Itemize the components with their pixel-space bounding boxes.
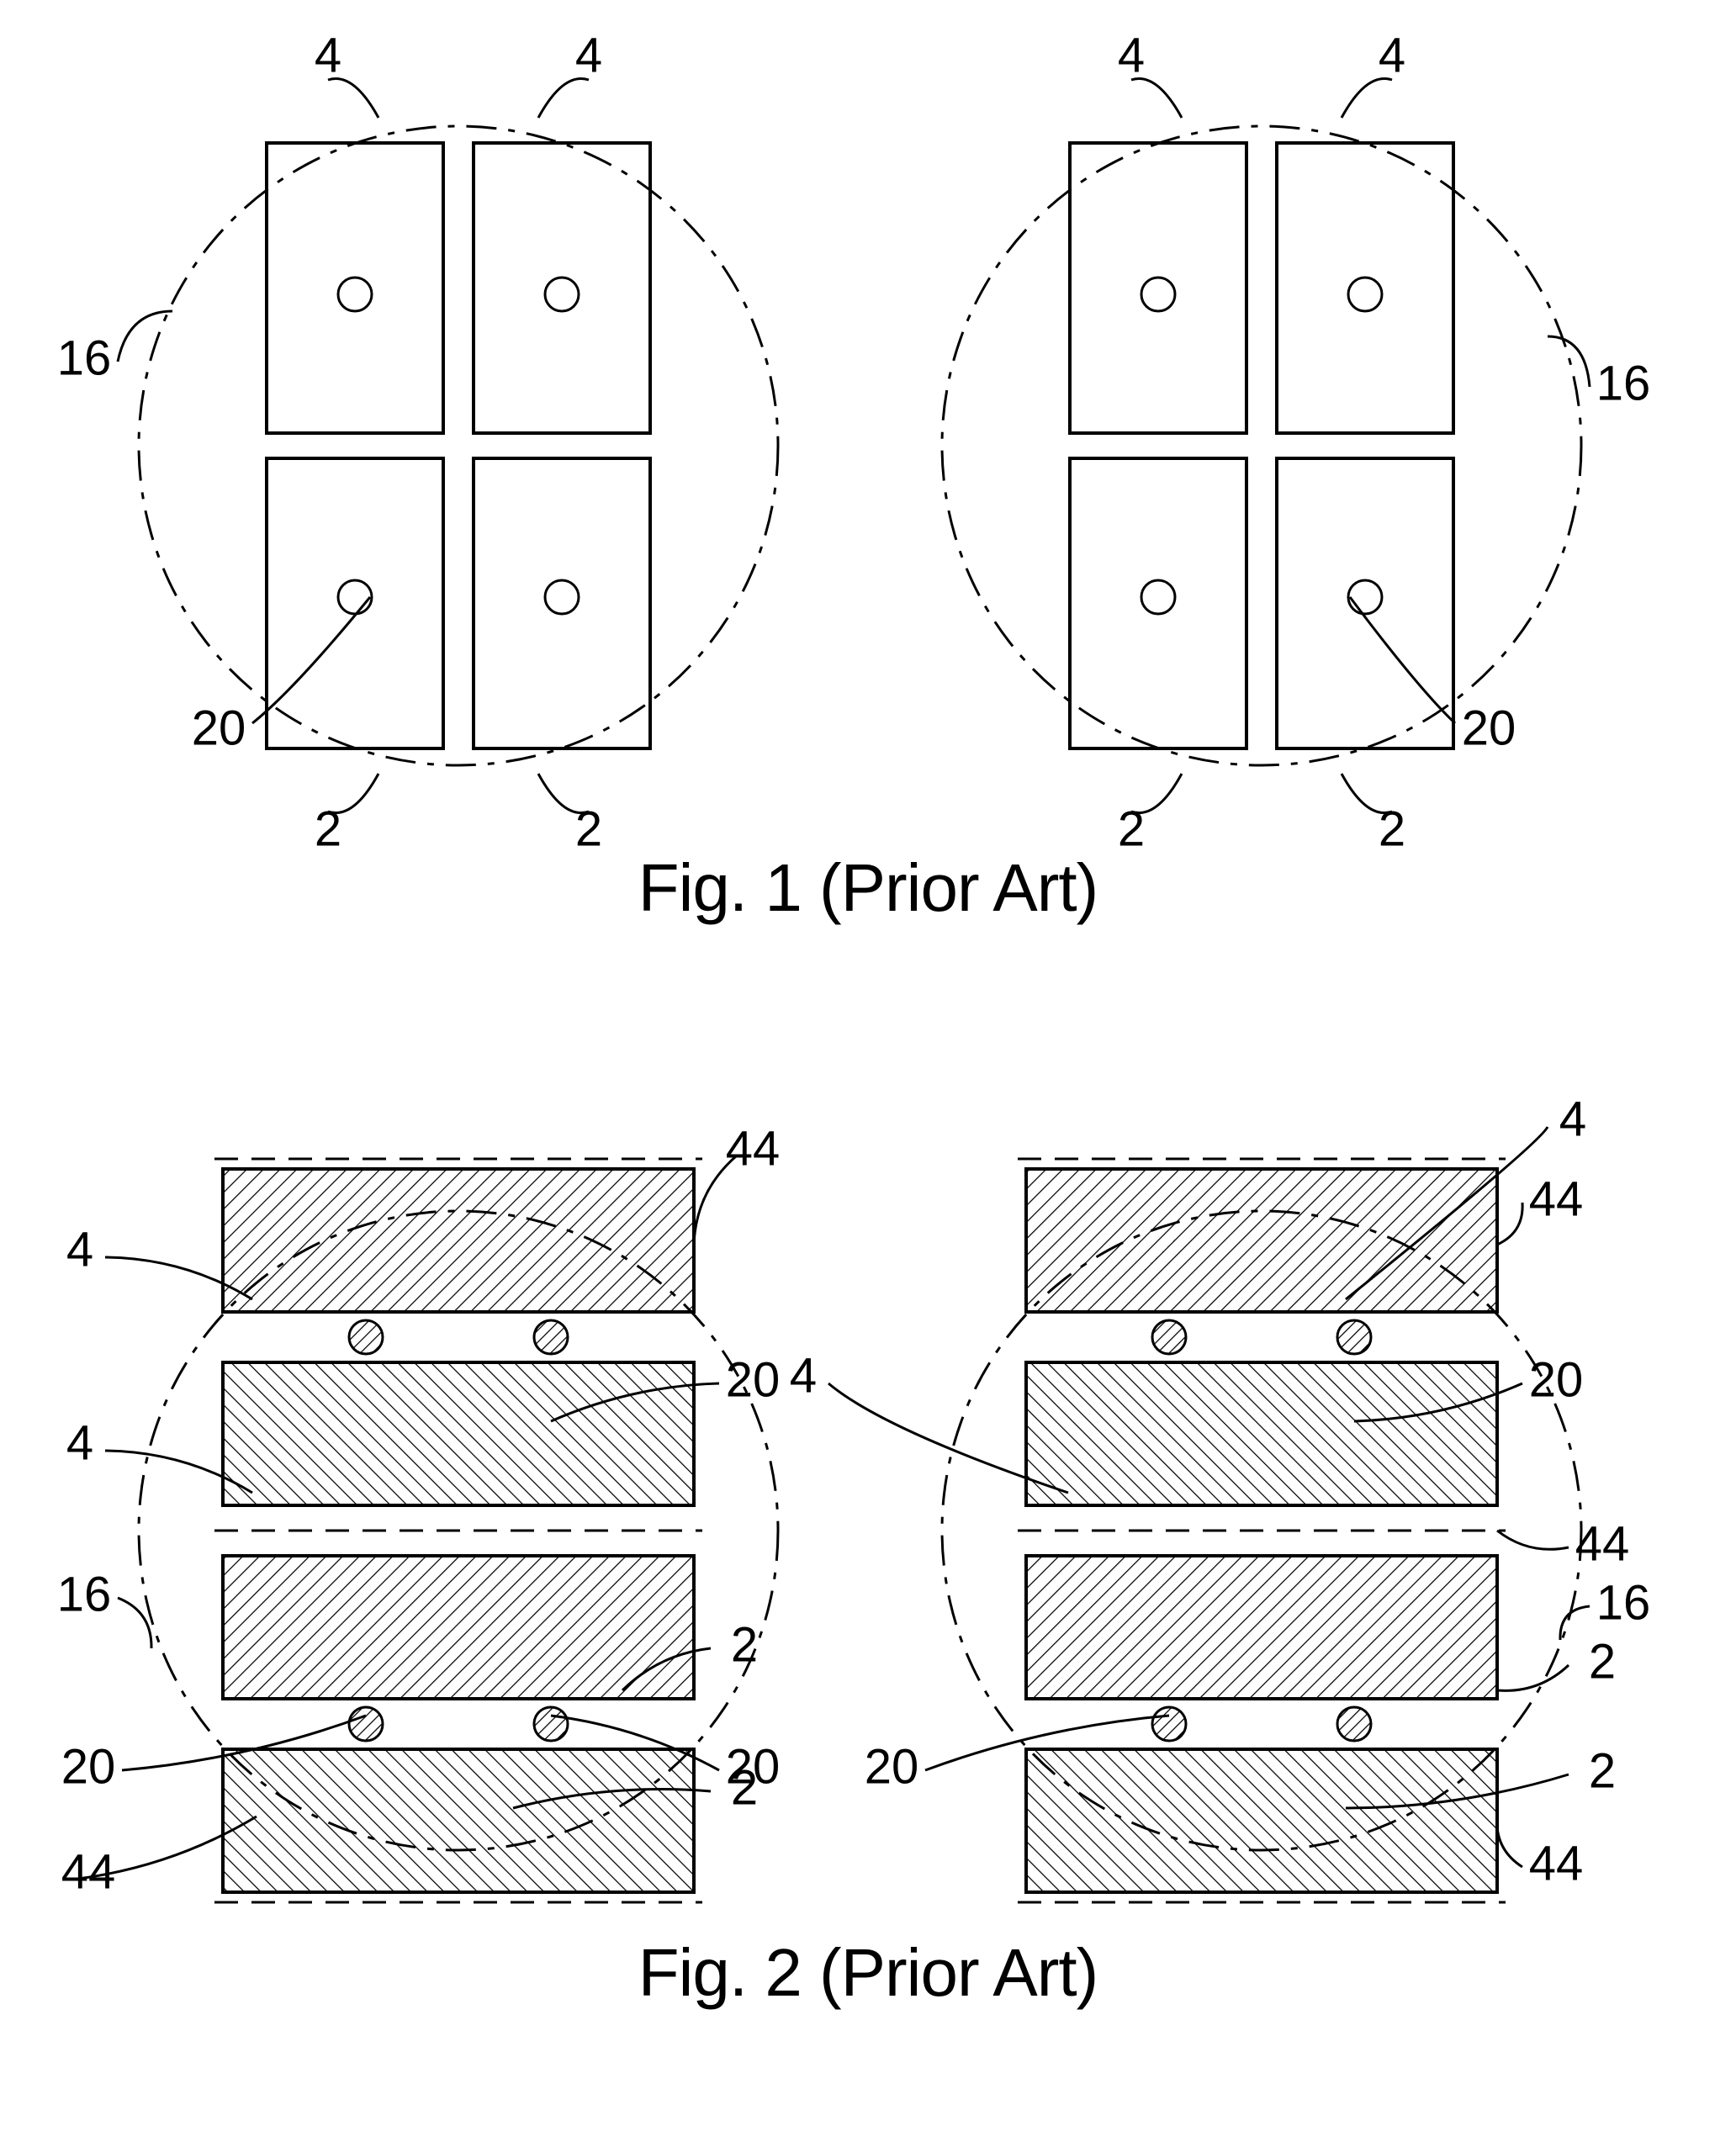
svg-text:20: 20 xyxy=(61,1739,116,1794)
svg-text:44: 44 xyxy=(726,1121,781,1176)
svg-text:44: 44 xyxy=(1529,1171,1584,1226)
fig2-ball-20 xyxy=(1337,1707,1371,1741)
svg-text:4: 4 xyxy=(66,1222,93,1277)
fig2-ball-20 xyxy=(534,1707,568,1741)
fig1-dot-20 xyxy=(1348,580,1382,614)
fig2-bar xyxy=(223,1749,694,1892)
figure-1-caption: Fig. 1 (Prior Art) xyxy=(0,849,1736,927)
fig2-bar xyxy=(223,1556,694,1699)
fig2-bar xyxy=(1026,1169,1497,1312)
fig1-dot-20 xyxy=(1348,278,1382,311)
svg-text:20: 20 xyxy=(726,1739,781,1794)
svg-text:4: 4 xyxy=(790,1348,817,1403)
fig1-dot-20 xyxy=(338,580,372,614)
figure-2-caption: Fig. 2 (Prior Art) xyxy=(0,1934,1736,2012)
svg-text:44: 44 xyxy=(61,1844,116,1899)
svg-text:4: 4 xyxy=(1559,1092,1586,1146)
svg-text:4: 4 xyxy=(315,28,341,82)
svg-text:16: 16 xyxy=(1596,1575,1651,1630)
svg-text:2: 2 xyxy=(1379,801,1405,856)
fig2-ball-20 xyxy=(534,1320,568,1354)
svg-text:2: 2 xyxy=(1589,1634,1616,1689)
svg-text:2: 2 xyxy=(575,801,602,856)
fig1-dot-20 xyxy=(338,278,372,311)
fig1-circle-16 xyxy=(139,126,778,765)
svg-text:44: 44 xyxy=(1529,1836,1584,1891)
fig1-dot-20 xyxy=(545,580,579,614)
svg-text:4: 4 xyxy=(1118,28,1145,82)
page: 4444222216162020444444444444444422221616… xyxy=(0,0,1736,2147)
fig2-bar xyxy=(223,1362,694,1505)
fig2-ball-20 xyxy=(1152,1320,1186,1354)
svg-text:44: 44 xyxy=(1575,1516,1630,1571)
svg-text:16: 16 xyxy=(57,1567,112,1621)
fig2-ball-20 xyxy=(1337,1320,1371,1354)
svg-text:4: 4 xyxy=(1379,28,1405,82)
svg-text:16: 16 xyxy=(1596,356,1651,410)
fig2-bar xyxy=(1026,1556,1497,1699)
diagram-svg: 4444222216162020444444444444444422221616… xyxy=(0,0,1736,2147)
fig2-bar xyxy=(223,1169,694,1312)
fig1-dot-20 xyxy=(1141,278,1175,311)
svg-text:20: 20 xyxy=(865,1739,919,1794)
fig2-ball-20 xyxy=(349,1707,383,1741)
fig2-ball-20 xyxy=(349,1320,383,1354)
svg-text:20: 20 xyxy=(726,1352,781,1407)
fig2-bar xyxy=(1026,1362,1497,1505)
svg-text:2: 2 xyxy=(1118,801,1145,856)
fig1-circle-16 xyxy=(942,126,1581,765)
svg-text:2: 2 xyxy=(1589,1743,1616,1798)
fig2-bar xyxy=(1026,1749,1497,1892)
svg-text:20: 20 xyxy=(192,701,246,755)
fig1-dot-20 xyxy=(545,278,579,311)
svg-text:2: 2 xyxy=(731,1617,758,1672)
svg-text:20: 20 xyxy=(1529,1352,1584,1407)
svg-text:2: 2 xyxy=(315,801,341,856)
fig1-dot-20 xyxy=(1141,580,1175,614)
svg-text:16: 16 xyxy=(57,331,112,385)
svg-text:20: 20 xyxy=(1462,701,1516,755)
fig2-ball-20 xyxy=(1152,1707,1186,1741)
svg-text:4: 4 xyxy=(66,1415,93,1470)
svg-text:4: 4 xyxy=(575,28,602,82)
